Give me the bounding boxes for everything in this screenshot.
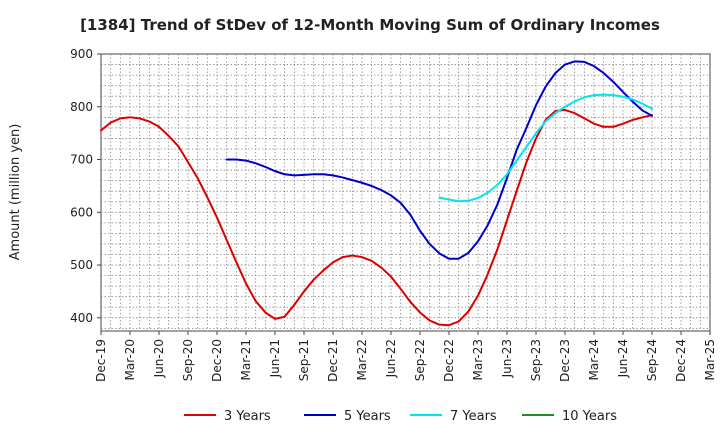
- x-tick-label: Dec-21: [326, 339, 340, 382]
- series-line-5-years: [225, 60, 653, 260]
- x-tick-label: Jun-20: [152, 339, 166, 378]
- series-layer: [100, 60, 653, 327]
- x-tick-label: Sep-22: [413, 339, 427, 381]
- x-tick-label: Mar-24: [587, 339, 601, 380]
- x-tick-label: Dec-19: [94, 339, 108, 382]
- legend-label: 3 Years: [224, 409, 271, 424]
- x-tick-label: Sep-23: [529, 339, 543, 381]
- x-tick-label: Dec-22: [442, 339, 456, 382]
- x-tick-label: Mar-22: [355, 339, 369, 380]
- x-tick-label: Dec-23: [558, 339, 572, 382]
- legend-item-7-years: 7 Years: [410, 409, 497, 424]
- series-line-7-years: [438, 93, 653, 203]
- x-tick-label: Mar-25: [703, 339, 717, 380]
- x-tick-label: Mar-23: [471, 339, 485, 380]
- legend: 3 Years 5 Years 7 Years 10 Years: [184, 409, 617, 424]
- x-tick-label: Jun-21: [268, 339, 282, 378]
- grid-layer: [101, 54, 710, 331]
- y-tick-label: 500: [70, 258, 93, 272]
- x-axis: Dec-19 Mar-20 Jun-20 Sep-20 Dec-20 Mar-21 Jun-…: [94, 331, 717, 382]
- y-tick-label: 700: [70, 153, 93, 167]
- y-tick-label: 400: [70, 311, 93, 325]
- legend-item-10-years: 10 Years: [522, 409, 617, 424]
- x-tick-label: Mar-21: [239, 339, 253, 380]
- x-tick-label: Dec-24: [674, 339, 688, 382]
- plot-area: [100, 53, 711, 332]
- y-tick-label: 600: [70, 205, 93, 219]
- chart-title: [1384] Trend of StDev of 12-Month Moving…: [80, 16, 660, 34]
- legend-label: 5 Years: [344, 409, 391, 424]
- x-tick-label: Jun-24: [616, 339, 630, 378]
- x-tick-label: Sep-24: [645, 339, 659, 381]
- legend-label: 10 Years: [562, 409, 617, 424]
- x-tick-label: Sep-21: [297, 339, 311, 381]
- legend-item-3-years: 3 Years: [184, 409, 271, 424]
- y-axis: 400 500 600 700 800 900: [70, 47, 101, 325]
- x-tick-label: Jun-23: [500, 339, 514, 378]
- y-tick-label: 900: [70, 47, 93, 61]
- x-tick-label: Jun-22: [384, 339, 398, 378]
- y-tick-label: 800: [70, 100, 93, 114]
- legend-item-5-years: 5 Years: [304, 409, 391, 424]
- x-tick-label: Mar-20: [123, 339, 137, 380]
- y-axis-label: Amount (million yen): [8, 124, 23, 261]
- x-tick-label: Sep-20: [181, 339, 195, 381]
- x-tick-label: Dec-20: [210, 339, 224, 382]
- legend-label: 7 Years: [450, 409, 497, 424]
